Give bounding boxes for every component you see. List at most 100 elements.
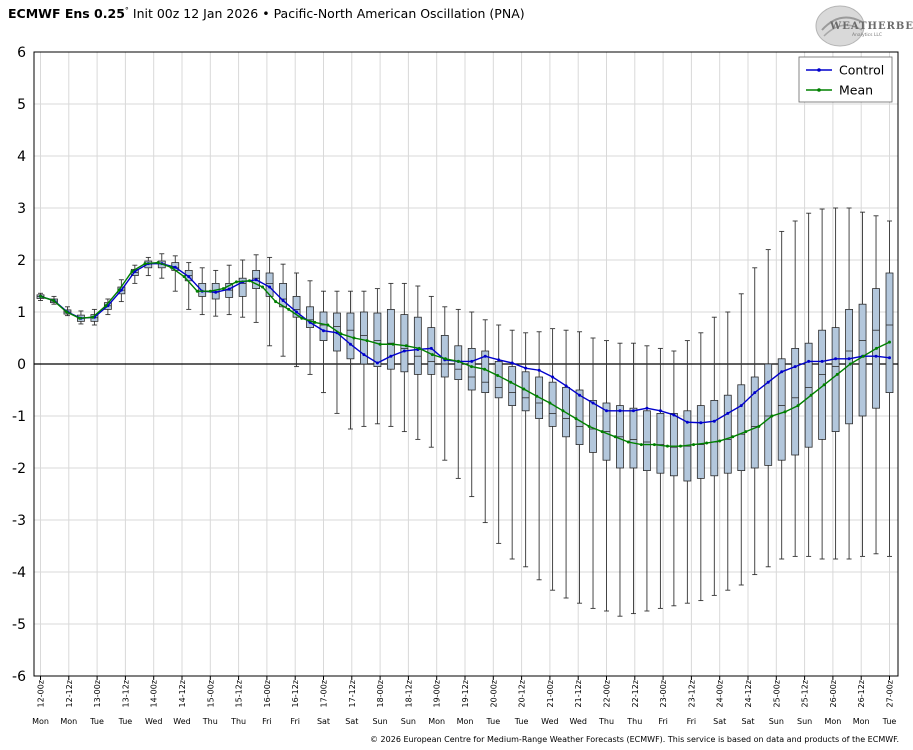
box-plot xyxy=(292,272,301,368)
x-tick-label: 14-00z xyxy=(150,680,159,707)
mean-series-point xyxy=(718,439,722,443)
mean-series-point xyxy=(104,304,108,308)
x-tick-label: 19-12z xyxy=(461,680,470,707)
control-series-point xyxy=(699,421,703,425)
mean-series-point xyxy=(195,289,199,293)
x-tick-label: 14-12z xyxy=(178,680,187,707)
control-series-point xyxy=(820,359,824,363)
box-plot xyxy=(885,220,894,557)
x-tick-label: 18-12z xyxy=(404,680,413,707)
x-day-label: Wed xyxy=(541,717,558,726)
box-plot xyxy=(238,259,247,318)
mean-series-point xyxy=(757,424,761,428)
box-iqr xyxy=(831,327,840,433)
box-plot xyxy=(629,342,638,615)
x-day-label: Wed xyxy=(173,717,190,726)
y-tick-label: -2 xyxy=(12,461,26,477)
box-plot xyxy=(723,311,732,591)
x-tick-label: 13-12z xyxy=(121,680,130,707)
init-time: Init 00z 12 Jan 2026 xyxy=(132,6,259,22)
box-plot xyxy=(750,267,759,576)
control-series-point xyxy=(591,401,595,405)
mean-series-point xyxy=(652,443,656,447)
control-series-point xyxy=(187,275,191,279)
x-day-label: Tue xyxy=(882,717,897,726)
x-day-label: Mon xyxy=(824,717,841,726)
mean-series-point xyxy=(561,409,565,413)
model-name: ECMWF Ens 0.25 xyxy=(8,6,125,22)
y-tick-label: 4 xyxy=(17,149,26,165)
mean-series-point xyxy=(470,365,474,369)
control-series-point xyxy=(807,359,811,363)
box-plot xyxy=(791,220,800,557)
control-series-point xyxy=(631,409,635,413)
box-iqr xyxy=(885,272,894,393)
x-day-label: Sat xyxy=(741,717,754,726)
control-series-point xyxy=(672,413,676,417)
control-series-point xyxy=(739,404,743,408)
box-iqr xyxy=(292,295,301,318)
mean-series-point xyxy=(509,380,513,384)
control-series-point xyxy=(847,357,851,361)
legend: Control Mean xyxy=(798,56,893,103)
x-day-label: Tue xyxy=(118,717,133,726)
box-plot xyxy=(373,288,382,425)
mean-series-point xyxy=(182,275,186,279)
box-iqr xyxy=(737,384,746,471)
mean-series-point xyxy=(600,430,604,434)
mean-series-point xyxy=(430,353,434,357)
mean-series-point xyxy=(861,354,865,358)
box-iqr xyxy=(400,314,409,373)
box-plot xyxy=(319,290,328,394)
y-tick-label: -4 xyxy=(12,565,26,581)
mean-series-point xyxy=(378,342,382,346)
y-tick-label: -6 xyxy=(12,669,26,685)
control-series-point xyxy=(834,357,838,361)
logo-subtext: Analytics LLC xyxy=(852,33,883,38)
plot-frame xyxy=(33,51,899,677)
box-plot xyxy=(656,347,665,609)
control-series-point xyxy=(888,356,891,360)
mean-series-point xyxy=(208,289,212,293)
box-iqr xyxy=(575,389,584,445)
logo-wordmark: WEATHERBELL xyxy=(830,21,913,32)
mean-series-point xyxy=(731,435,735,439)
degree-symbol: ° xyxy=(124,6,129,15)
x-tick-label: 22-00z xyxy=(603,680,612,707)
x-tick-label: 21-12z xyxy=(574,680,583,707)
box-iqr xyxy=(373,312,382,368)
x-day-label: Mon xyxy=(853,717,870,726)
box-plot xyxy=(643,345,651,612)
control-series-point xyxy=(685,420,689,424)
mean-series-point xyxy=(692,443,696,447)
x-day-label: Wed xyxy=(569,717,586,726)
mean-series-point xyxy=(313,320,317,324)
box-iqr xyxy=(858,303,867,417)
x-day-label: Tue xyxy=(89,717,104,726)
chart-title: ECMWF Ens 0.25° Init 00z 12 Jan 2026 • P… xyxy=(8,6,525,21)
x-tick-label: 23-00z xyxy=(659,680,668,707)
mean-series-point xyxy=(339,332,343,336)
box-plot xyxy=(831,207,840,560)
x-tick-label: 17-12z xyxy=(348,680,357,707)
mean-series-point xyxy=(639,443,643,447)
mean-series-point xyxy=(822,383,826,387)
box-iqr xyxy=(413,316,422,375)
x-tick-label: 26-12z xyxy=(857,680,866,707)
y-tick-label: 5 xyxy=(17,97,26,113)
mean-series-point xyxy=(679,444,683,448)
box-iqr xyxy=(669,412,678,477)
x-tick-label: 23-12z xyxy=(687,680,696,707)
box-iqr xyxy=(306,306,314,328)
x-tick-label: 20-12z xyxy=(518,680,527,707)
x-day-label: Thu xyxy=(230,717,246,726)
index-name: Pacific-North American Oscillation (PNA) xyxy=(273,6,525,22)
y-tick-label: 1 xyxy=(17,305,26,321)
control-series-point xyxy=(564,384,568,388)
mean-series-point xyxy=(352,336,356,340)
x-tick-label: 12-00z xyxy=(37,680,46,707)
mean-series-point xyxy=(404,344,408,348)
mean-series-point xyxy=(783,410,787,414)
x-day-label: Thu xyxy=(202,717,218,726)
x-day-label: Mon xyxy=(32,717,49,726)
